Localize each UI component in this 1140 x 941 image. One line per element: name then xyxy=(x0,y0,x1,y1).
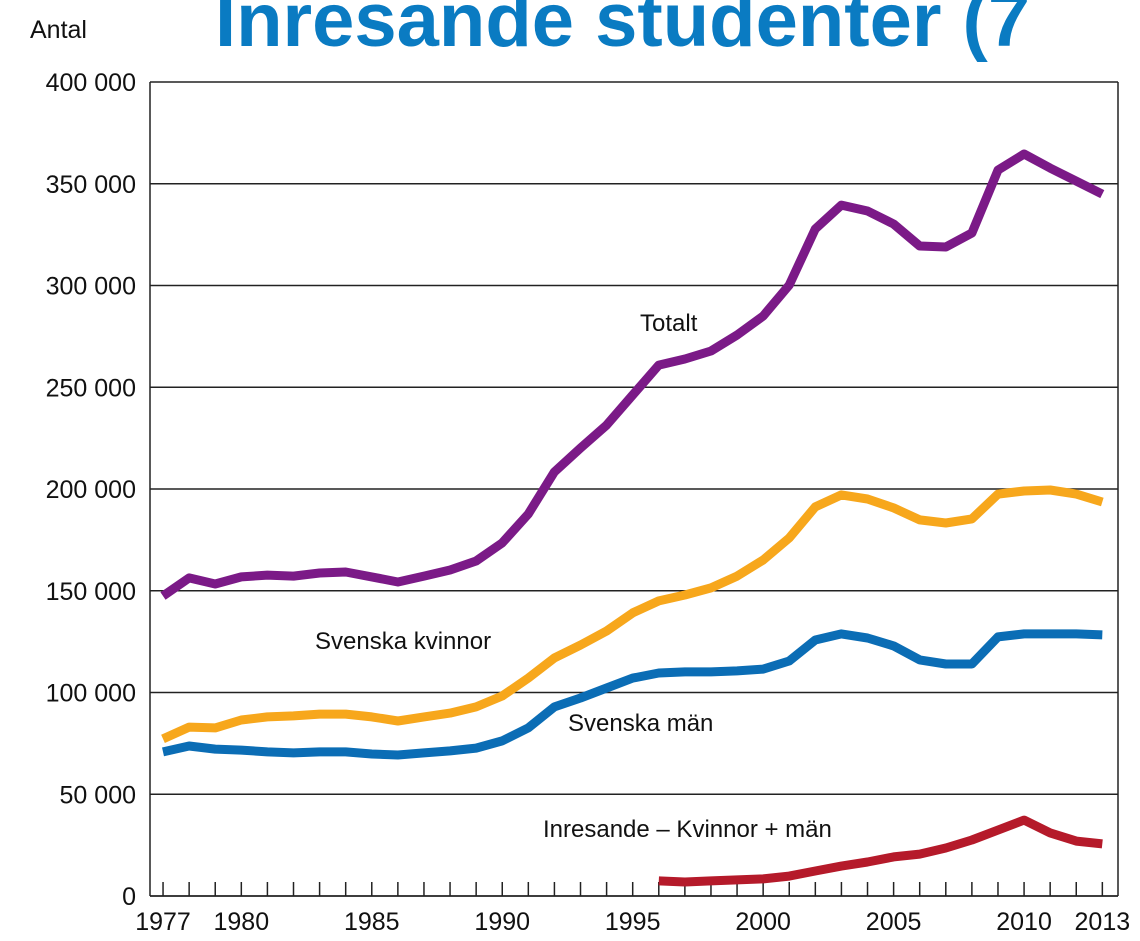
y-tick-label: 50 000 xyxy=(60,781,136,809)
y-tick-label: 400 000 xyxy=(46,69,136,97)
series-line xyxy=(160,149,1105,600)
x-tick-label: 2010 xyxy=(996,908,1052,936)
chart-title: Inresande studenter (7 xyxy=(215,0,1030,63)
y-tick-label: 250 000 xyxy=(46,374,136,402)
y-tick-label: 100 000 xyxy=(46,680,136,708)
y-tick-label: 150 000 xyxy=(46,578,136,606)
series-label: Svenska kvinnor xyxy=(315,628,491,655)
x-tick-label: 2000 xyxy=(735,908,791,936)
series-line xyxy=(658,815,1103,887)
x-tick-label: 1985 xyxy=(344,908,400,936)
x-tick-label: 1990 xyxy=(474,908,530,936)
y-tick-label: 200 000 xyxy=(46,476,136,504)
x-tick-label: 2013 xyxy=(1075,908,1131,936)
y-tick-label: 350 000 xyxy=(46,171,136,199)
series-label: Inresande – Kvinnor + män xyxy=(543,816,832,843)
series-label: Svenska män xyxy=(568,710,713,737)
series-line xyxy=(162,629,1103,760)
series-label: Totalt xyxy=(640,310,698,337)
x-tick-label: 1995 xyxy=(605,908,661,936)
y-tick-label: 300 000 xyxy=(46,273,136,301)
x-tick-label: 1977 xyxy=(135,908,191,936)
y-tick-label: 0 xyxy=(122,883,136,911)
y-axis-label: Antal xyxy=(30,16,87,44)
x-tick-label: 2005 xyxy=(866,908,922,936)
x-tick-label: 1980 xyxy=(214,908,270,936)
series-line xyxy=(161,485,1104,744)
